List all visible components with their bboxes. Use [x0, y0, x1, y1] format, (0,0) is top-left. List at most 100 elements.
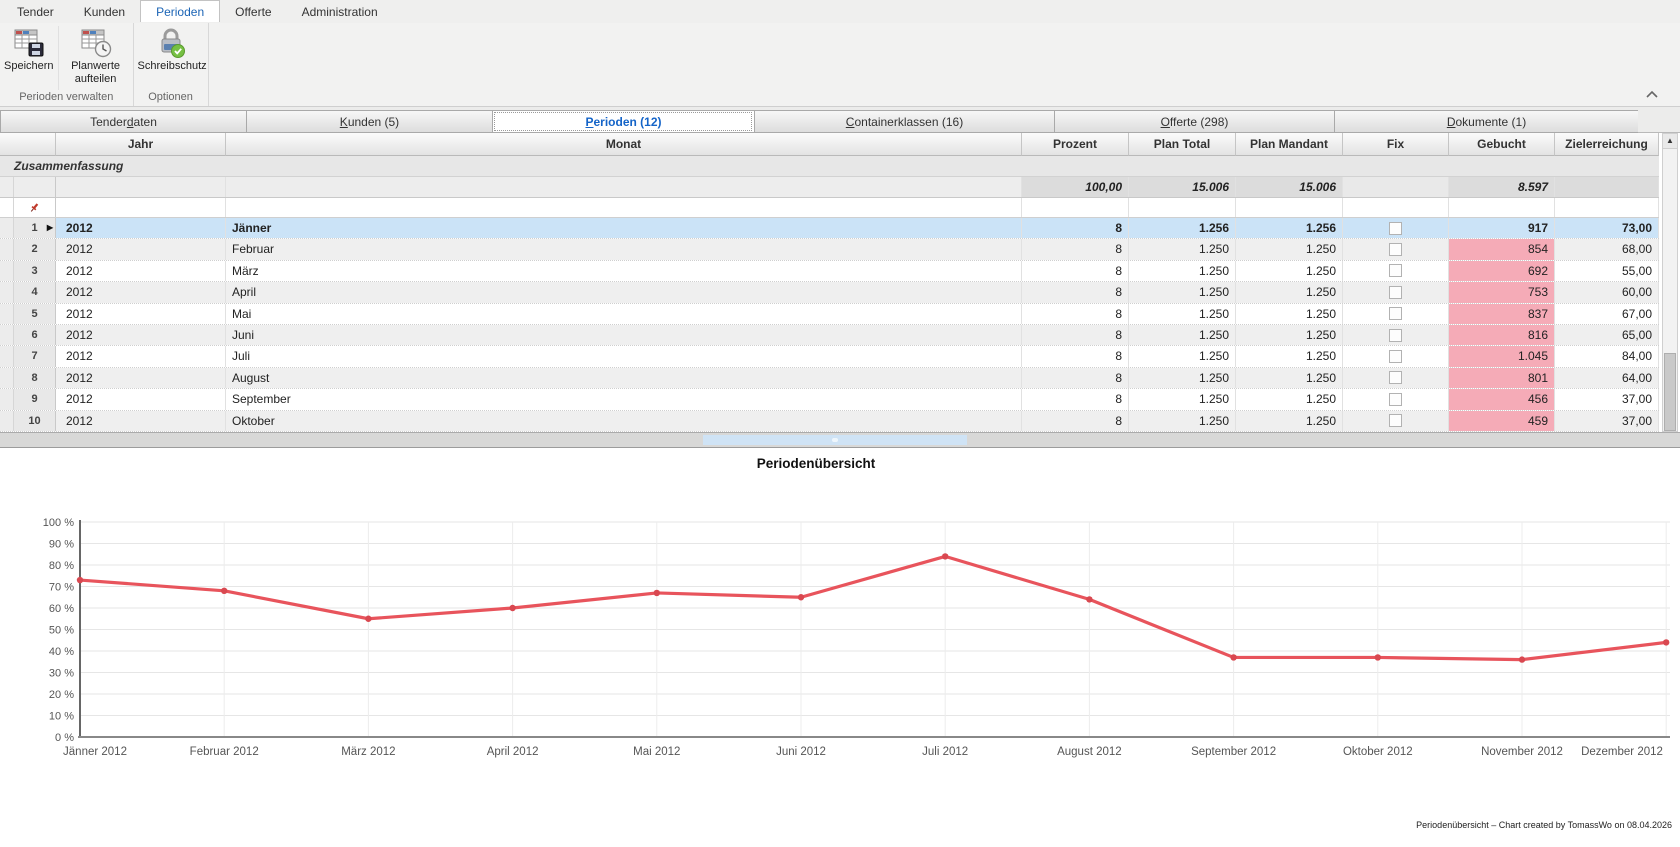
fix-checkbox[interactable]: [1389, 414, 1402, 427]
period-line-chart: 0 %10 %20 %30 %40 %50 %60 %70 %80 %90 %1…: [0, 448, 1680, 842]
fix-checkbox[interactable]: [1389, 350, 1402, 363]
grid-row-juli[interactable]: 72012Juli81.2501.2501.04584,00: [0, 346, 1659, 367]
cell-gebucht: 692: [1449, 261, 1555, 281]
column-header-fix[interactable]: Fix: [1343, 133, 1449, 156]
filter-pin-cell[interactable]: [14, 198, 56, 217]
fix-checkbox[interactable]: [1389, 286, 1402, 299]
cell-prozent: 8: [1022, 261, 1129, 281]
column-header-prozent[interactable]: Prozent: [1022, 133, 1129, 156]
grid-row-oktober[interactable]: 102012Oktober81.2501.25045937,00: [0, 411, 1659, 432]
filter-row: [0, 198, 1659, 218]
x-axis-label: Jänner 2012: [63, 746, 127, 758]
lock-check-icon: [155, 27, 187, 59]
x-axis-label: Februar 2012: [190, 746, 259, 758]
grid-row-jänner[interactable]: 1▶2012Jänner81.2561.25691773,00: [0, 218, 1659, 239]
grid-row-juni[interactable]: 62012Juni81.2501.25081665,00: [0, 325, 1659, 346]
summary-plan-mandant: 15.006: [1236, 177, 1343, 197]
menu-tab-offerte[interactable]: Offerte: [220, 1, 286, 22]
ribbon-button-speichern[interactable]: Speichern: [0, 26, 58, 90]
x-axis-label: November 2012: [1481, 746, 1563, 758]
grid-vertical-scrollbar[interactable]: ▲: [1662, 133, 1678, 432]
cell-monat: Februar: [226, 239, 1022, 259]
summary-band-label: Zusammenfassung: [0, 156, 1659, 177]
grid-row-mai[interactable]: 52012Mai81.2501.25083767,00: [0, 304, 1659, 325]
tab-containerklassen-16-[interactable]: Containerklassen (16): [754, 110, 1054, 133]
menu-tab-perioden[interactable]: Perioden: [140, 0, 220, 22]
scroll-up-icon[interactable]: ▲: [1663, 134, 1677, 149]
ribbon-button-planwerte-aufteilen[interactable]: Planwerte aufteilen: [58, 26, 133, 90]
tab-perioden-12-[interactable]: Perioden (12): [492, 110, 754, 133]
y-axis-label: 60 %: [49, 603, 74, 615]
cell-monat: Jänner: [226, 218, 1022, 238]
cell-plan-mandant: 1.256: [1236, 218, 1343, 238]
x-axis-label: Oktober 2012: [1343, 746, 1413, 758]
table-clock-icon: [80, 27, 112, 59]
y-axis-label: 0 %: [55, 732, 74, 744]
fix-checkbox[interactable]: [1389, 371, 1402, 384]
cell-plan-total: 1.250: [1129, 346, 1236, 366]
menu-tab-administration[interactable]: Administration: [287, 1, 393, 22]
cell-gebucht: 837: [1449, 304, 1555, 324]
ribbon-button-label: Speichern: [4, 60, 54, 73]
column-header-jahr[interactable]: Jahr: [56, 133, 226, 156]
cell-jahr: 2012: [56, 411, 226, 431]
x-axis-label: Dezember 2012: [1581, 746, 1663, 758]
cell-jahr: 2012: [56, 325, 226, 345]
cell-fix: [1343, 218, 1449, 238]
data-point-marker: [1375, 654, 1381, 660]
cell-gebucht: 917: [1449, 218, 1555, 238]
data-point-marker: [1519, 656, 1525, 662]
column-header-monat[interactable]: Monat: [226, 133, 1022, 156]
cell-prozent: 8: [1022, 346, 1129, 366]
splitter-grip[interactable]: [703, 435, 967, 445]
cell-plan-mandant: 1.250: [1236, 346, 1343, 366]
scrollbar-thumb[interactable]: [1664, 353, 1676, 431]
column-header-gebucht[interactable]: Gebucht: [1449, 133, 1555, 156]
fix-checkbox[interactable]: [1389, 307, 1402, 320]
data-point-marker: [509, 605, 515, 611]
grid-row-august[interactable]: 82012August81.2501.25080164,00: [0, 368, 1659, 389]
horizontal-splitter[interactable]: [0, 432, 1680, 448]
tab-offerte-298-[interactable]: Offerte (298): [1054, 110, 1334, 133]
tab-dokumente-1-[interactable]: Dokumente (1): [1334, 110, 1638, 133]
cell-plan-total: 1.250: [1129, 239, 1236, 259]
row-indicator: 2: [14, 239, 56, 259]
fix-checkbox[interactable]: [1389, 222, 1402, 235]
fix-checkbox[interactable]: [1389, 264, 1402, 277]
grid-row-februar[interactable]: 22012Februar81.2501.25085468,00: [0, 239, 1659, 260]
cell-monat: Mai: [226, 304, 1022, 324]
fix-checkbox[interactable]: [1389, 329, 1402, 342]
summary-gebucht: 8.597: [1449, 177, 1555, 197]
fix-checkbox[interactable]: [1389, 243, 1402, 256]
ribbon-collapse-icon[interactable]: [1644, 88, 1660, 100]
cell-monat: Oktober: [226, 411, 1022, 431]
grid-header-row: JahrMonatProzentPlan TotalPlan MandantFi…: [0, 133, 1659, 156]
grid-row-märz[interactable]: 32012März81.2501.25069255,00: [0, 261, 1659, 282]
cell-jahr: 2012: [56, 346, 226, 366]
y-axis-label: 70 %: [49, 582, 74, 594]
summary-zielerreichung: [1555, 177, 1659, 197]
y-axis-label: 80 %: [49, 560, 74, 572]
cell-prozent: 8: [1022, 368, 1129, 388]
grid-row-september[interactable]: 92012September81.2501.25045637,00: [0, 389, 1659, 410]
fix-checkbox[interactable]: [1389, 393, 1402, 406]
tab-tenderdaten[interactable]: Tenderdaten: [0, 110, 246, 133]
data-point-marker: [77, 577, 83, 583]
summary-row: 100,0015.00615.0068.597: [0, 177, 1659, 198]
cell-plan-mandant: 1.250: [1236, 368, 1343, 388]
ribbon-button-schreibschutz[interactable]: Schreibschutz: [134, 26, 208, 90]
cell-jahr: 2012: [56, 239, 226, 259]
cell-fix: [1343, 239, 1449, 259]
column-header-plan-total[interactable]: Plan Total: [1129, 133, 1236, 156]
grid-row-april[interactable]: 42012April81.2501.25075360,00: [0, 282, 1659, 303]
menu-tab-tender[interactable]: Tender: [2, 1, 69, 22]
pin-icon[interactable]: [29, 202, 40, 213]
column-header-zielerreichung[interactable]: Zielerreichung: [1555, 133, 1659, 156]
cell-monat: August: [226, 368, 1022, 388]
column-header-plan-mandant[interactable]: Plan Mandant: [1236, 133, 1343, 156]
tab-kunden-5-[interactable]: Kunden (5): [246, 110, 492, 133]
table-save-icon: [13, 27, 45, 59]
application-window: TenderKundenPeriodenOfferteAdministratio…: [0, 0, 1680, 842]
menu-tab-kunden[interactable]: Kunden: [69, 1, 140, 22]
data-point-marker: [1086, 596, 1092, 602]
